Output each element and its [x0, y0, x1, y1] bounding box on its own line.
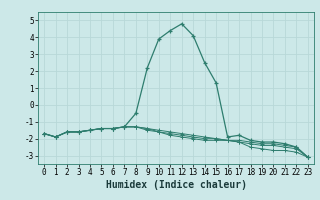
X-axis label: Humidex (Indice chaleur): Humidex (Indice chaleur): [106, 180, 246, 190]
